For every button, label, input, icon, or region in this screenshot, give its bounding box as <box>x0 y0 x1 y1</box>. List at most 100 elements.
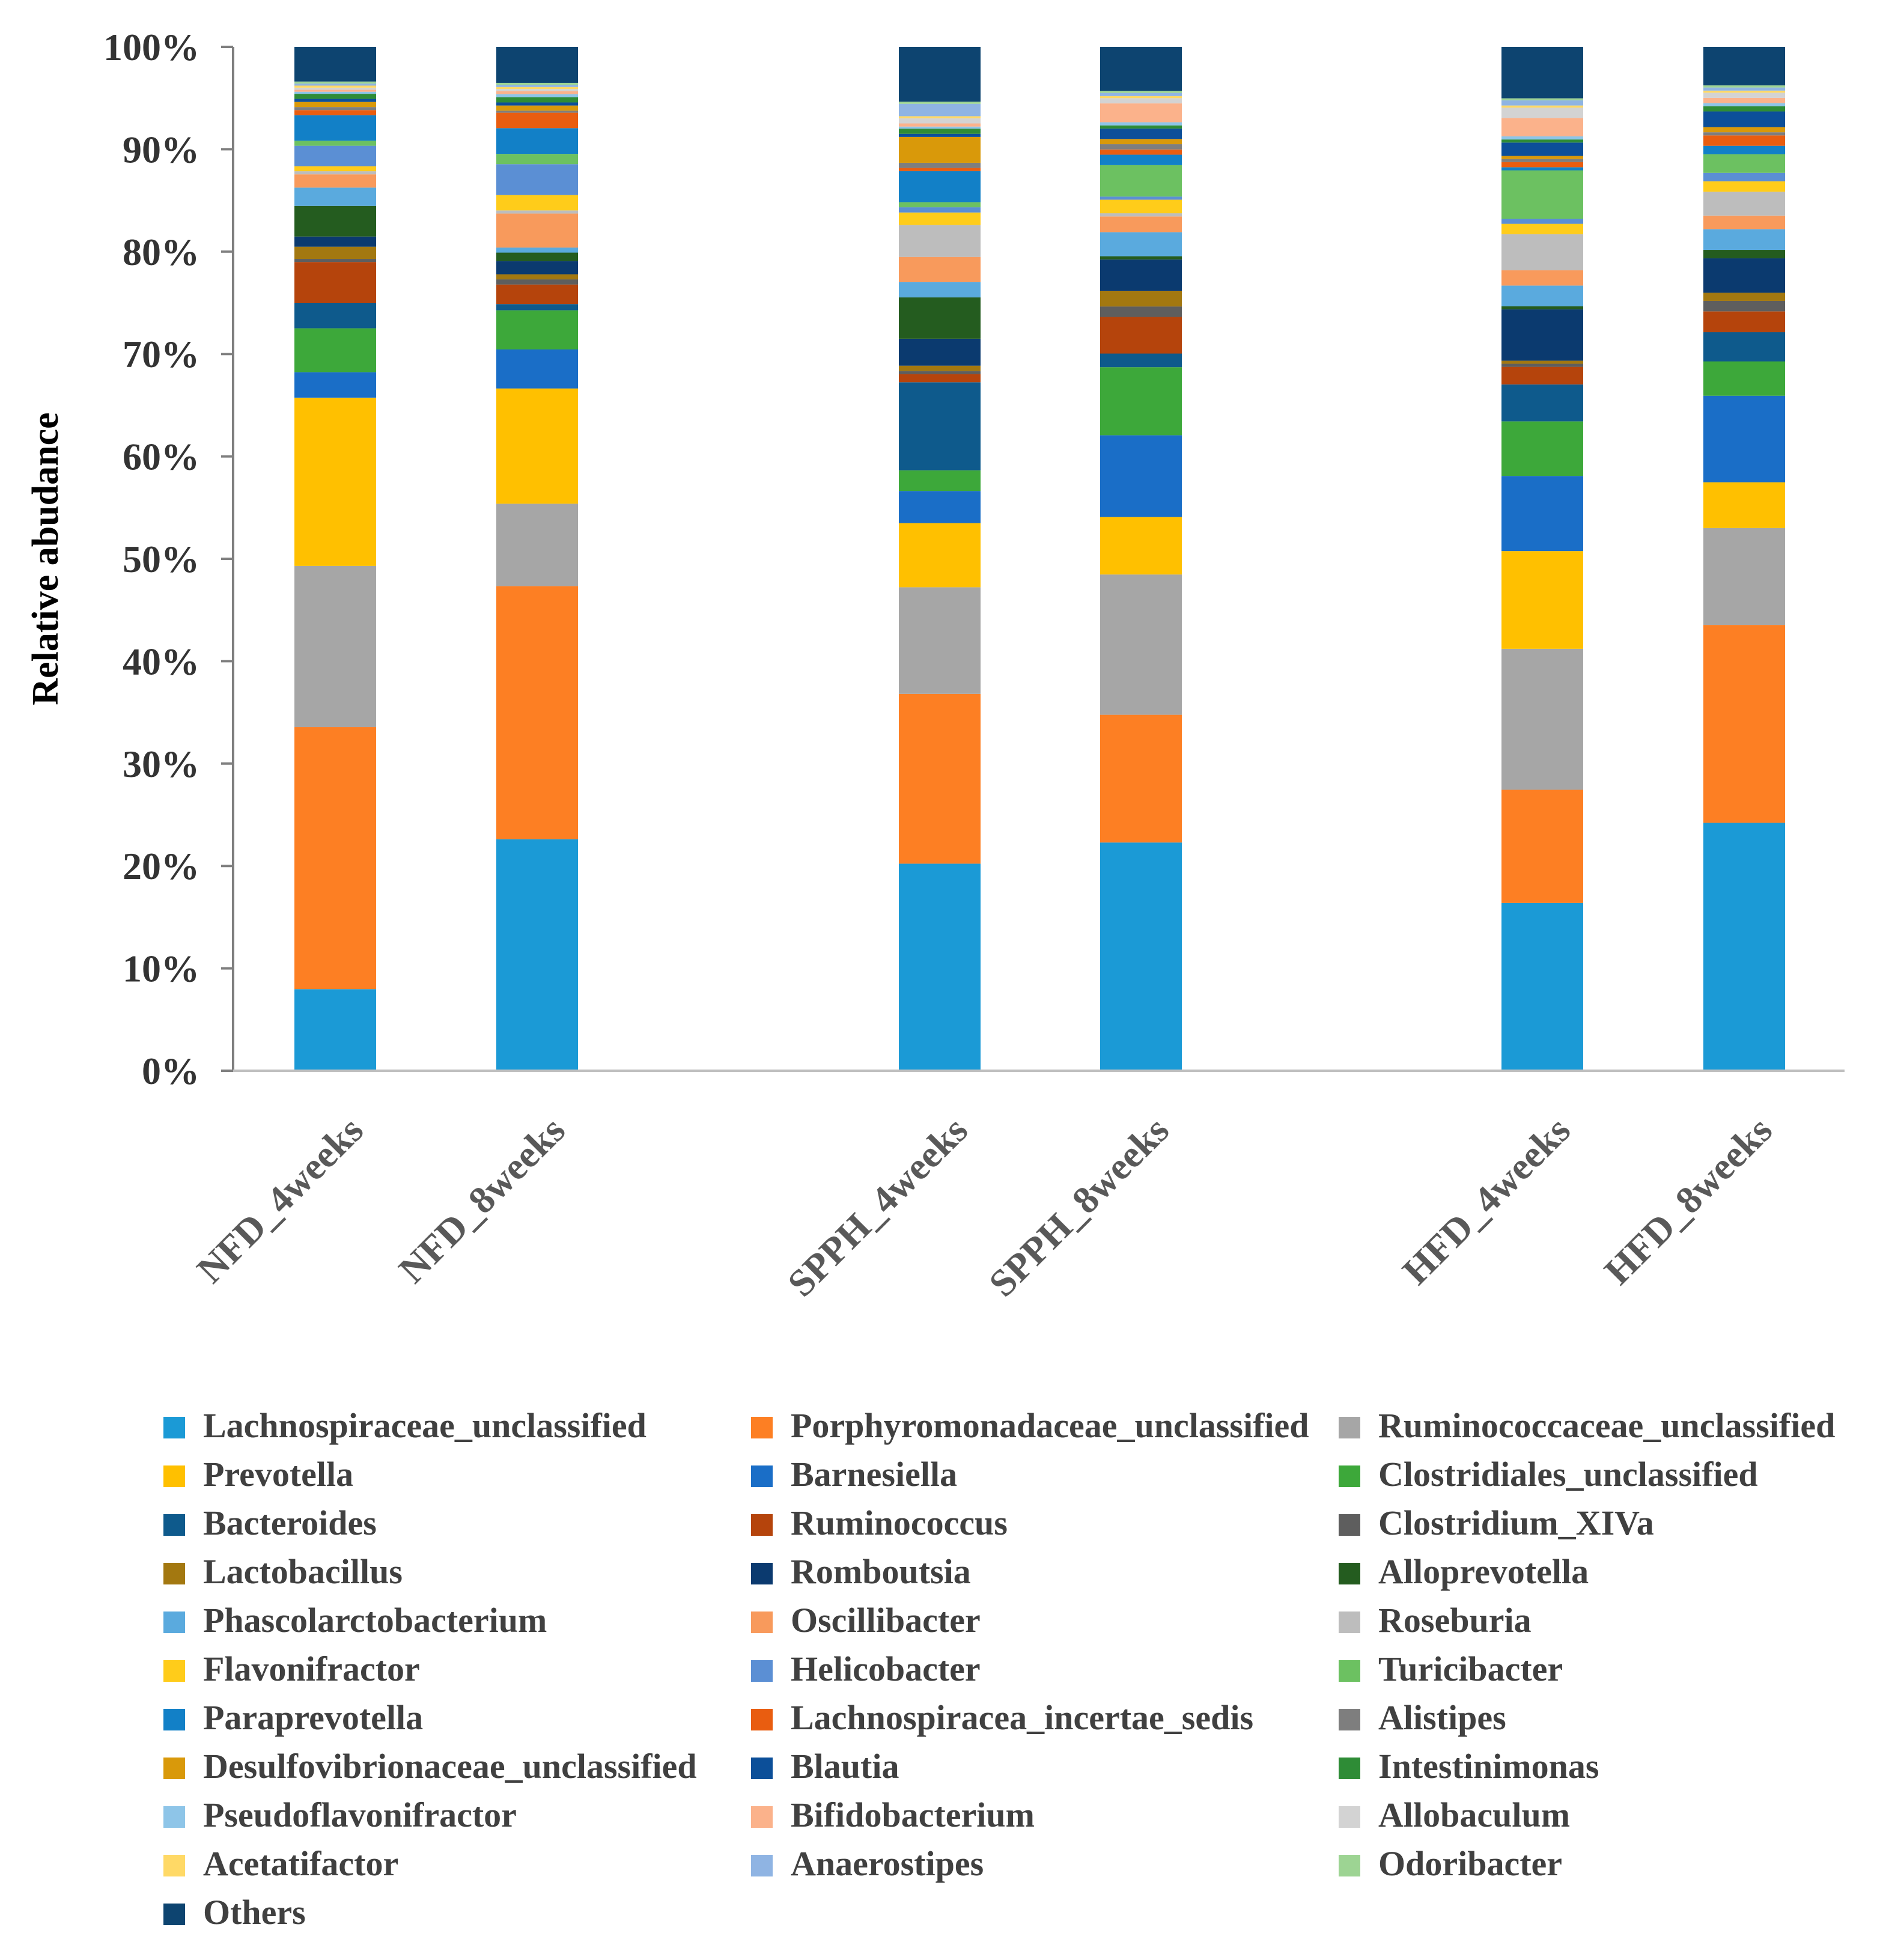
legend-swatch <box>751 1563 773 1584</box>
y-tick-label: 10% <box>123 948 199 990</box>
bar-segment <box>1703 132 1785 136</box>
legend-item: Lactobacillus <box>163 1552 403 1591</box>
bar-segment <box>496 195 578 211</box>
legend-item: Bifidobacterium <box>751 1795 1035 1834</box>
bar-segment <box>1501 142 1583 156</box>
legend-label: Blautia <box>791 1747 899 1786</box>
legend-label: Anaerostipes <box>791 1844 984 1883</box>
bar-segment <box>899 863 981 1071</box>
legend-item: Odoribacter <box>1339 1844 1562 1883</box>
bar-segment <box>1501 364 1583 367</box>
legend-item: Helicobacter <box>751 1649 981 1688</box>
bar-segment <box>1100 96 1182 99</box>
bar-segment <box>899 374 981 383</box>
x-category-label: HFD_8weeks <box>1596 1109 1780 1293</box>
y-tick-label: 30% <box>123 743 199 785</box>
legend-label: Lachnospiracea_incertae_sedis <box>791 1698 1253 1737</box>
bar-segment <box>294 107 376 111</box>
bar-segment <box>496 82 578 85</box>
legend-item: Flavonifractor <box>163 1649 420 1688</box>
bar-segment <box>294 989 376 1071</box>
bar-segment <box>496 154 578 165</box>
bar-segment <box>1501 476 1583 552</box>
legend-swatch <box>163 1806 185 1828</box>
legend-swatch <box>163 1417 185 1438</box>
bar-segment <box>1703 111 1785 127</box>
bar-segment <box>496 91 578 94</box>
bar-segment <box>899 693 981 864</box>
bar-segment <box>496 47 578 83</box>
bar-segment <box>496 112 578 129</box>
bar-stack-NFD_4weeks <box>294 47 376 1071</box>
legend-item: Acetatifactor <box>163 1844 398 1883</box>
bar-segment <box>1703 145 1785 154</box>
bar-segment <box>899 133 981 137</box>
bar-segment <box>1501 902 1583 1071</box>
bar-segment <box>1703 90 1785 93</box>
bar-segment <box>1100 199 1182 214</box>
bar-segment <box>899 103 981 117</box>
legend-swatch <box>163 1563 185 1584</box>
legend-swatch <box>163 1660 185 1682</box>
bar-segment <box>1100 367 1182 436</box>
legend-swatch <box>751 1612 773 1633</box>
bar-segment <box>1501 790 1583 903</box>
bar-segment <box>496 586 578 839</box>
bar-segment <box>1100 125 1182 129</box>
bar-segment <box>496 349 578 389</box>
legend-swatch <box>163 1465 185 1487</box>
legend-swatch <box>751 1709 773 1730</box>
legend-item: Anaerostipes <box>751 1844 984 1883</box>
bar-segment <box>1100 154 1182 165</box>
legend-label: Acetatifactor <box>203 1844 398 1883</box>
legend-swatch <box>1339 1514 1360 1536</box>
bar-segment <box>294 141 376 146</box>
bar-segment <box>899 523 981 588</box>
legend-item: Phascolarctobacterium <box>163 1601 547 1640</box>
bar-segment <box>496 89 578 91</box>
bar-stack-SPPH_4weeks <box>899 47 981 1071</box>
y-tick-label: 90% <box>123 128 199 171</box>
bar-segment <box>496 94 578 97</box>
bar-segment <box>1703 625 1785 823</box>
bar-segment <box>1100 213 1182 217</box>
bar-segment <box>1501 47 1583 99</box>
bar-segment <box>899 587 981 694</box>
legend-label: Bacteroides <box>203 1503 377 1542</box>
legend-swatch <box>751 1855 773 1876</box>
bar-segment <box>1703 106 1785 112</box>
legend-label: Turicibacter <box>1378 1649 1563 1688</box>
bar-segment <box>1501 384 1583 422</box>
bar-segment <box>1100 435 1182 517</box>
bar-segment <box>496 164 578 195</box>
bar-segment <box>496 102 578 106</box>
bar-segment <box>899 47 981 102</box>
legend-label: Ruminococcaceae_unclassified <box>1378 1406 1835 1445</box>
bar-segment <box>496 304 578 311</box>
y-tick-label: 60% <box>123 436 199 478</box>
bar-segment <box>1100 517 1182 575</box>
legend-item: Ruminococcus <box>751 1503 1008 1542</box>
bar-segment <box>1100 128 1182 139</box>
bar-segment <box>294 94 376 99</box>
bar-segment <box>294 87 376 90</box>
legend-label: Alloprevotella <box>1378 1552 1589 1591</box>
bar-segment <box>496 128 578 154</box>
legend-label: Porphyromonadaceae_unclassified <box>791 1406 1309 1445</box>
bar-segment <box>1501 285 1583 306</box>
legend-item: Barnesiella <box>751 1455 957 1494</box>
bar-segment <box>1703 311 1785 332</box>
bar-segment <box>1703 361 1785 396</box>
bar-segment <box>1501 136 1583 140</box>
y-axis-ticks: 0% 10% 20% 30% 40% 50% 60% 70% 80% 90% 100% <box>103 26 233 1092</box>
legend-label: Paraprevotella <box>203 1698 423 1737</box>
bar-segment <box>1100 93 1182 96</box>
legend-item: Ruminococcaceae_unclassified <box>1339 1406 1835 1445</box>
bar-segment <box>1100 306 1182 317</box>
bar-segment <box>899 123 981 127</box>
bar-segment <box>294 85 376 88</box>
bar-segment <box>899 126 981 129</box>
legend-label: Odoribacter <box>1378 1844 1562 1883</box>
bar-segment <box>496 284 578 305</box>
bar-segment <box>1501 218 1583 224</box>
